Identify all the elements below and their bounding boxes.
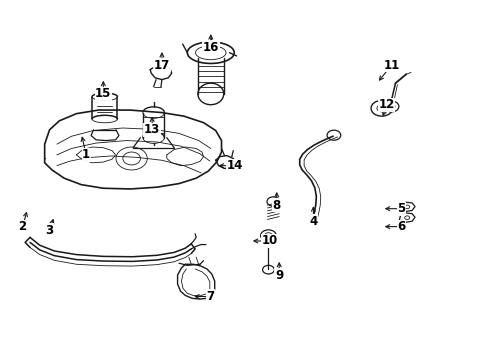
Text: 8: 8 [272,199,281,212]
Text: 15: 15 [95,87,112,100]
Text: 14: 14 [227,159,244,172]
Text: 4: 4 [309,215,318,228]
Text: 10: 10 [261,234,277,247]
Text: 12: 12 [379,98,395,111]
Text: 9: 9 [275,269,283,282]
Text: 2: 2 [19,220,27,233]
Text: 7: 7 [207,290,215,303]
Text: 16: 16 [202,41,219,54]
Text: 13: 13 [144,123,160,136]
Text: 17: 17 [154,59,170,72]
Text: 3: 3 [46,224,53,237]
Text: 11: 11 [384,59,400,72]
Text: 6: 6 [397,220,406,233]
Text: 5: 5 [397,202,406,215]
Text: 1: 1 [82,148,90,161]
